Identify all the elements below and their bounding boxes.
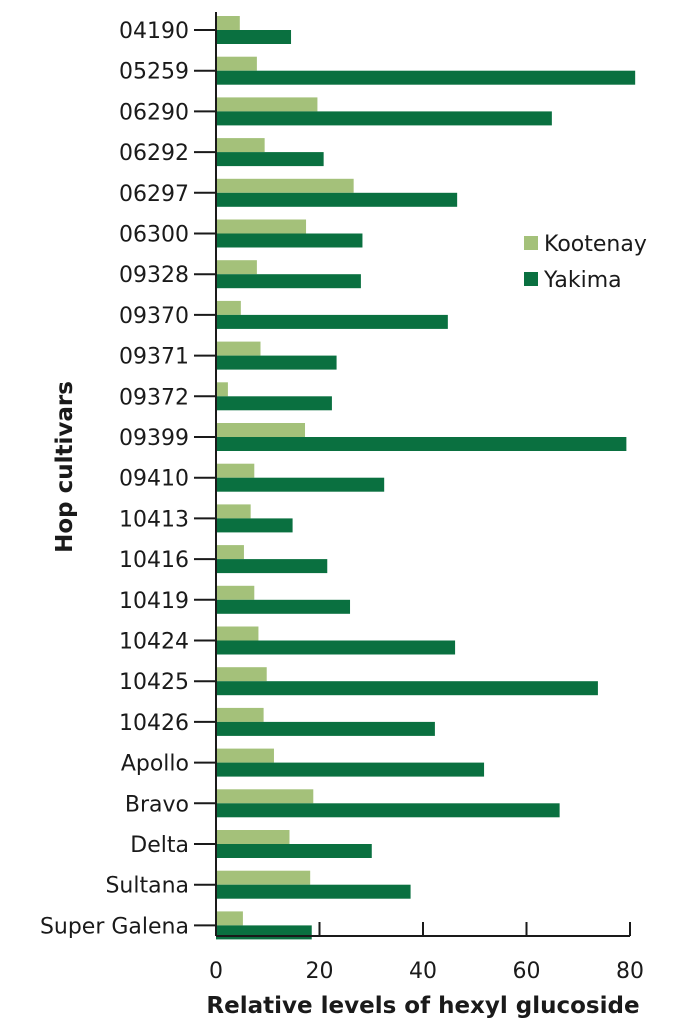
bar-yakima xyxy=(216,192,458,207)
legend-swatch-yakima xyxy=(524,272,538,286)
bar-kootenay xyxy=(216,219,307,234)
y-tick-label: 06300 xyxy=(119,223,189,248)
bar-kootenay xyxy=(216,97,318,112)
bar-yakima xyxy=(216,925,312,940)
bar-kootenay xyxy=(216,707,264,722)
bar-kootenay xyxy=(216,138,265,153)
y-tick-label: 10416 xyxy=(119,548,189,573)
bar-yakima xyxy=(216,314,448,329)
y-tick-label: Super Galena xyxy=(40,914,189,939)
bar-kootenay xyxy=(216,585,255,600)
y-tick-label: 09370 xyxy=(119,304,189,329)
bar-yakima xyxy=(216,681,598,696)
y-tick-label: 09372 xyxy=(119,385,189,410)
x-tick-label: 60 xyxy=(513,959,541,984)
bar-kootenay xyxy=(216,830,290,844)
bar-yakima xyxy=(216,152,324,167)
y-tick-label: 09328 xyxy=(119,263,189,288)
y-axis-title: Hop cultivars xyxy=(52,381,78,553)
bar-yakima xyxy=(216,884,411,899)
legend-swatch-kootenay xyxy=(524,236,538,250)
bar-kootenay xyxy=(216,16,240,30)
bar-kootenay xyxy=(216,463,255,478)
y-tick-label: 06297 xyxy=(119,182,189,207)
x-tick-label: 40 xyxy=(409,959,437,984)
y-tick-label: Apollo xyxy=(121,752,189,777)
bar-kootenay xyxy=(216,748,274,763)
bars-layer xyxy=(216,16,636,940)
y-axis-ticks: 04190 05259 06290 06292 06297 06300 09328 09370… xyxy=(40,19,216,939)
bar-kootenay xyxy=(216,300,241,315)
bar-kootenay xyxy=(216,667,267,682)
bar-kootenay xyxy=(216,341,261,356)
y-tick-label: 10419 xyxy=(119,589,189,614)
bar-yakima xyxy=(216,559,328,574)
bar-yakima xyxy=(216,599,351,614)
bar-kootenay xyxy=(216,911,243,926)
bar-kootenay xyxy=(216,504,251,519)
bar-kootenay xyxy=(216,626,259,641)
bar-yakima xyxy=(216,70,636,85)
x-tick-label: 20 xyxy=(306,959,334,984)
x-axis-ticks: 0 20 40 60 80 xyxy=(209,922,644,984)
bar-yakima xyxy=(216,477,385,492)
y-tick-label: 06292 xyxy=(119,141,189,166)
bar-kootenay xyxy=(216,178,354,193)
y-tick-label: 10426 xyxy=(119,711,189,736)
bar-yakima xyxy=(216,844,372,858)
y-tick-label: 10425 xyxy=(119,670,189,695)
bar-yakima xyxy=(216,30,292,44)
bar-yakima xyxy=(216,437,627,451)
bar-kootenay xyxy=(216,870,311,885)
bar-yakima xyxy=(216,762,485,777)
bar-yakima xyxy=(216,111,552,126)
y-tick-label: 09410 xyxy=(119,467,189,492)
legend: Kootenay Yakima xyxy=(524,232,647,293)
bar-yakima xyxy=(216,396,332,411)
y-tick-label: 09399 xyxy=(119,426,189,451)
bar-kootenay xyxy=(216,789,314,804)
y-tick-label: 09371 xyxy=(119,345,189,370)
bar-yakima xyxy=(216,721,435,736)
bar-yakima xyxy=(216,518,293,533)
y-tick-label: 06290 xyxy=(119,100,189,125)
bar-kootenay xyxy=(216,423,306,437)
bar-kootenay xyxy=(216,545,244,560)
bar-yakima xyxy=(216,355,337,370)
legend-label-kootenay: Kootenay xyxy=(544,232,647,257)
y-tick-label: Bravo xyxy=(125,792,189,817)
bar-yakima xyxy=(216,640,456,655)
y-tick-label: Sultana xyxy=(105,874,189,899)
bar-yakima xyxy=(216,233,363,248)
x-axis-title: Relative levels of hexyl glucoside xyxy=(206,993,639,1019)
bar-kootenay xyxy=(216,56,257,71)
y-tick-label: Delta xyxy=(130,833,189,858)
x-tick-label: 0 xyxy=(209,959,223,984)
bar-kootenay xyxy=(216,260,257,275)
bar-yakima xyxy=(216,803,560,818)
y-tick-label: 04190 xyxy=(119,19,189,44)
x-tick-label: 80 xyxy=(616,959,644,984)
bar-kootenay xyxy=(216,382,228,397)
legend-label-yakima: Yakima xyxy=(543,268,622,293)
y-tick-label: 10424 xyxy=(119,630,189,655)
y-tick-label: 05259 xyxy=(119,60,189,85)
bar-yakima xyxy=(216,274,361,289)
y-tick-label: 10413 xyxy=(119,507,189,532)
